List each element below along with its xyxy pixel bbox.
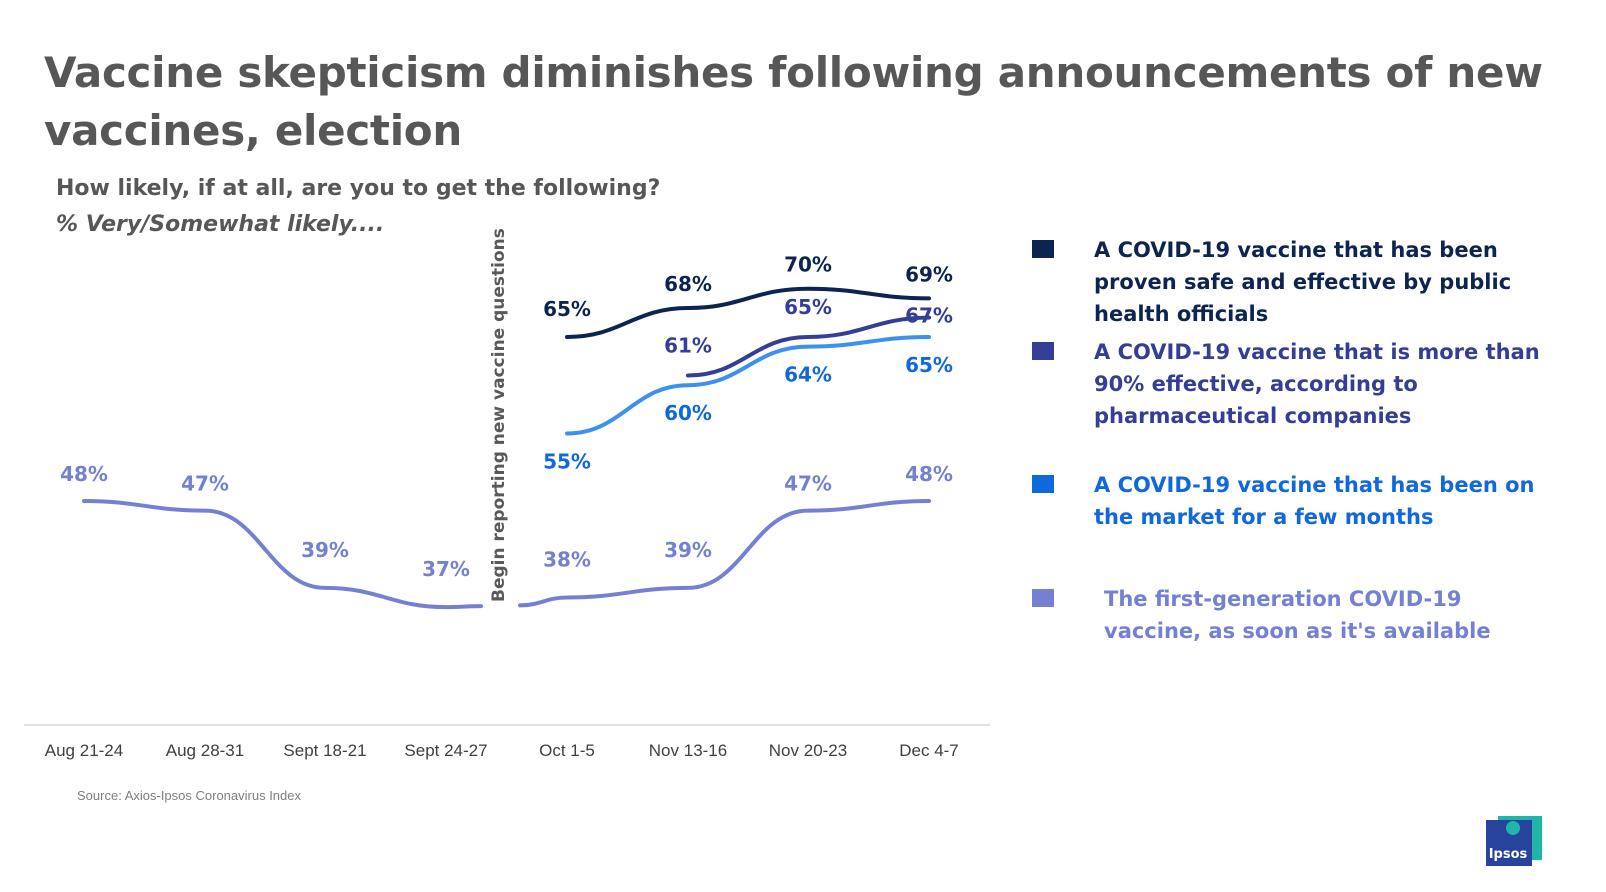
data-label: 65% bbox=[905, 353, 953, 377]
x-tick-label: Dec 4-7 bbox=[899, 741, 959, 760]
data-label: 68% bbox=[664, 272, 712, 296]
data-label: 48% bbox=[60, 462, 108, 486]
data-label: 65% bbox=[784, 295, 832, 319]
data-label: 39% bbox=[301, 538, 349, 562]
x-tick-label: Nov 20-23 bbox=[769, 741, 847, 760]
legend-label-months: A COVID-19 vaccine that has been on the … bbox=[1094, 473, 1535, 529]
x-tick-label: Aug 28-31 bbox=[166, 741, 244, 760]
data-label: 69% bbox=[905, 262, 953, 286]
series-line-first-gen bbox=[82, 499, 483, 610]
data-label: 47% bbox=[784, 472, 832, 496]
data-label: 67% bbox=[905, 304, 953, 328]
legend-swatch-ninety bbox=[1032, 342, 1054, 360]
line-chart: Aug 21-24 Aug 28-31 Sept 18-21 Sept 24-27 Oc… bbox=[24, 228, 990, 760]
series-line-first-gen bbox=[518, 499, 931, 608]
ipsos-logo-text: Ipsos bbox=[1488, 847, 1528, 862]
series-line-ninety bbox=[686, 315, 931, 378]
ipsos-logo-mark bbox=[1486, 816, 1542, 866]
data-label: 39% bbox=[664, 538, 712, 562]
data-label: 61% bbox=[664, 334, 712, 358]
chart-subtitle-measure: % Very/Somewhat likely.... bbox=[56, 212, 385, 237]
data-label: 55% bbox=[543, 449, 591, 473]
chart-subtitle: How likely, if at all, are you to get th… bbox=[56, 176, 661, 201]
source-note: Source: Axios-Ipsos Coronavirus Index bbox=[77, 788, 301, 803]
data-label: 48% bbox=[905, 462, 953, 486]
series-line-proven bbox=[565, 286, 931, 339]
data-label: 65% bbox=[543, 297, 591, 321]
data-label: 64% bbox=[784, 363, 832, 387]
x-tick-label: Sept 24-27 bbox=[404, 741, 487, 760]
data-label: 70% bbox=[784, 253, 832, 277]
legend-swatch-proven bbox=[1032, 240, 1054, 258]
x-tick-label: Aug 21-24 bbox=[45, 741, 123, 760]
data-label: 47% bbox=[181, 472, 229, 496]
legend-swatch-first-gen bbox=[1032, 589, 1054, 607]
data-label: 60% bbox=[664, 401, 712, 425]
legend-label-first-gen: The first-generation COVID-19 vaccine, a… bbox=[1104, 587, 1491, 643]
data-label: 38% bbox=[543, 548, 591, 572]
ipsos-logo: Ipsos bbox=[1486, 816, 1542, 866]
legend-label-ninety: A COVID-19 vaccine that is more than 90%… bbox=[1094, 340, 1540, 428]
data-label: 37% bbox=[422, 557, 470, 581]
chart-title: Vaccine skepticism diminishes following … bbox=[44, 48, 1543, 155]
series-line-months bbox=[565, 334, 931, 436]
annotation-label: Begin reporting new vaccine questions bbox=[489, 228, 509, 602]
x-tick-label: Nov 13-16 bbox=[649, 741, 727, 760]
legend-label-proven: A COVID-19 vaccine that has been proven … bbox=[1094, 238, 1512, 326]
x-tick-label: Oct 1-5 bbox=[539, 741, 595, 760]
x-tick-label: Sept 18-21 bbox=[283, 741, 366, 760]
legend-swatch-months bbox=[1032, 475, 1054, 493]
